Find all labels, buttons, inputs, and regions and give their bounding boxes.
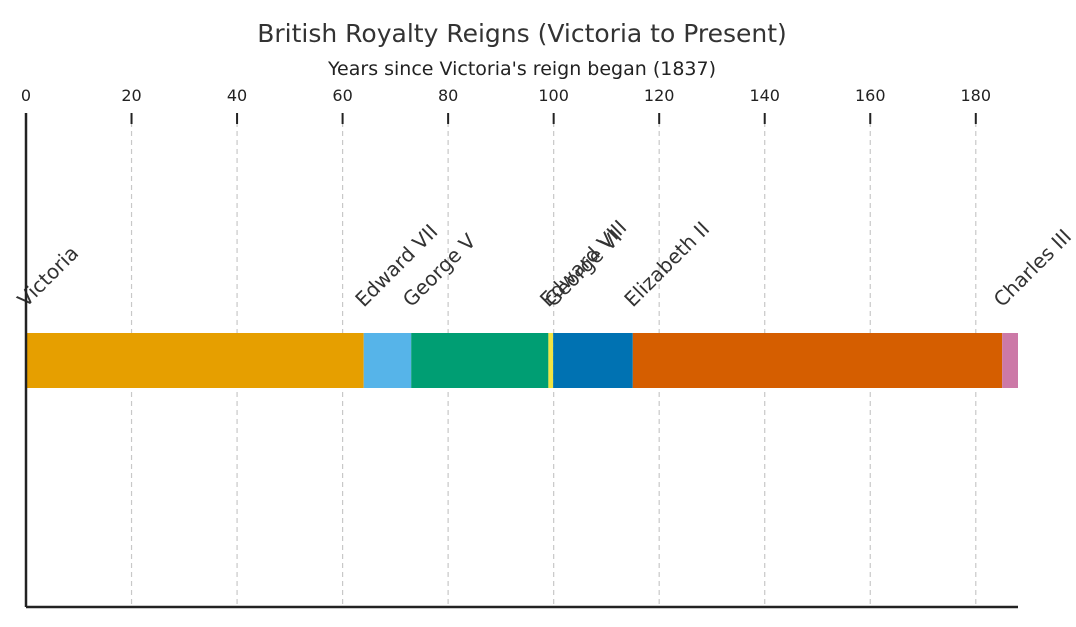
x-axis-ticks: 0 20 40 60 80 100 120 140 160 180 — [21, 86, 991, 124]
x-tick-label-80: 80 — [438, 86, 458, 105]
reign-label-charles-iii: Charles III — [989, 224, 1076, 311]
reign-bar-elizabeth-ii — [632, 333, 1003, 388]
chart-title: British Royalty Reigns (Victoria to Pres… — [257, 19, 787, 48]
reign-bar-edward-vii — [363, 333, 412, 388]
reign-bar-victoria — [26, 333, 364, 388]
reign-label-george-vi: George VI — [540, 225, 627, 312]
x-tick-label-140: 140 — [749, 86, 780, 105]
reign-bar-george-vi — [553, 333, 633, 388]
x-tick-label-0: 0 — [21, 86, 31, 105]
reign-label-victoria: Victoria — [13, 241, 84, 312]
reign-bars — [26, 333, 1018, 388]
x-tick-label-40: 40 — [227, 86, 247, 105]
reign-label-elizabeth-ii: Elizabeth II — [619, 217, 714, 312]
x-tick-label-20: 20 — [121, 86, 141, 105]
x-tick-label-180: 180 — [961, 86, 992, 105]
x-tick-label-60: 60 — [332, 86, 352, 105]
x-tick-label-160: 160 — [855, 86, 886, 105]
reign-bar-george-v — [411, 333, 549, 388]
x-tick-label-100: 100 — [538, 86, 569, 105]
x-tick-label-120: 120 — [644, 86, 675, 105]
reign-bar-edward-viii — [548, 333, 554, 388]
reign-bar-charles-iii — [1002, 333, 1018, 388]
x-axis-label: Years since Victoria's reign began (1837… — [327, 58, 716, 80]
